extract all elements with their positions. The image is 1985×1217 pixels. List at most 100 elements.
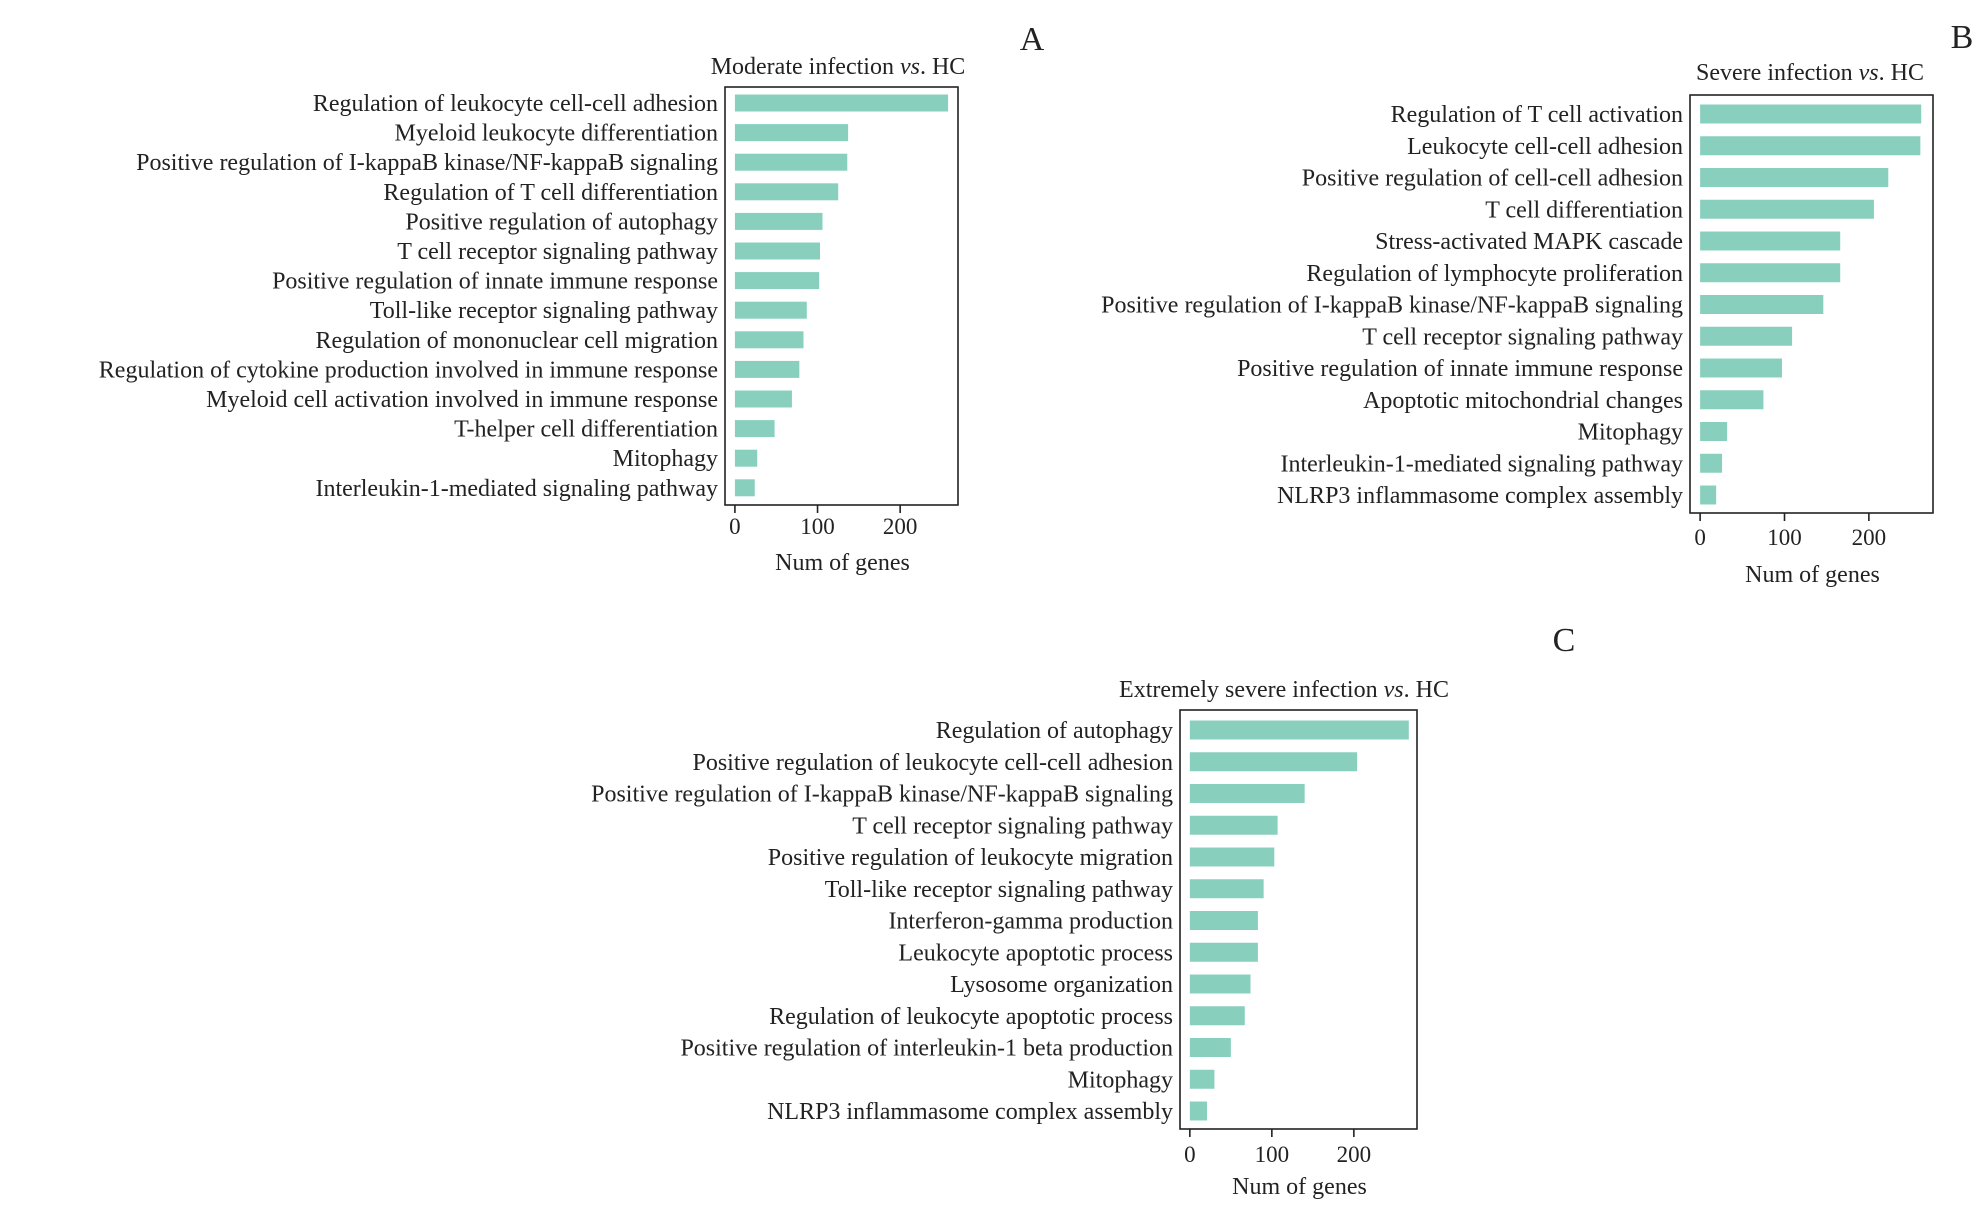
category-label-c-9: Lysosome organization bbox=[950, 972, 1173, 998]
bar-a-13 bbox=[734, 449, 758, 467]
bar-b-3 bbox=[1700, 168, 1889, 187]
bar-b-9 bbox=[1700, 358, 1782, 378]
category-label-c-3: Positive regulation of I-kappaB kinase/N… bbox=[591, 782, 1173, 808]
category-label-a-10: Regulation of cytokine production involv… bbox=[99, 357, 718, 383]
category-label-c-8: Leukocyte apoptotic process bbox=[898, 940, 1173, 966]
bar-a-4 bbox=[734, 183, 839, 201]
bar-b-7 bbox=[1700, 295, 1824, 314]
bar-c-2 bbox=[1189, 752, 1358, 772]
bar-c-6 bbox=[1189, 879, 1264, 899]
plot-frame-b bbox=[1689, 94, 1934, 514]
panel-letter-c: C bbox=[1553, 622, 1576, 659]
category-label-b-13: NLRP3 inflammasome complex assembly bbox=[1277, 483, 1683, 509]
x-tick-label-c-1: 0 bbox=[1184, 1142, 1196, 1167]
category-label-a-5: Positive regulation of autophagy bbox=[405, 209, 718, 235]
category-label-b-1: Regulation of T cell activation bbox=[1391, 102, 1683, 128]
bar-c-13 bbox=[1189, 1101, 1208, 1121]
category-label-c-12: Mitophagy bbox=[1068, 1067, 1173, 1093]
category-label-a-3: Positive regulation of I-kappaB kinase/N… bbox=[136, 150, 718, 176]
x-tick-label-b-2: 100 bbox=[1767, 525, 1802, 550]
category-label-a-4: Regulation of T cell differentiation bbox=[383, 180, 718, 206]
x-tick-label-a-1: 0 bbox=[729, 514, 741, 539]
panel-letter-a: A bbox=[1020, 21, 1045, 58]
category-label-b-7: Positive regulation of I-kappaB kinase/N… bbox=[1101, 293, 1683, 319]
category-label-a-11: Myeloid cell activation involved in immu… bbox=[206, 387, 718, 413]
bar-b-12 bbox=[1700, 453, 1723, 473]
bar-b-5 bbox=[1700, 231, 1841, 251]
category-label-a-12: T-helper cell differentiation bbox=[454, 417, 718, 443]
bar-a-6 bbox=[734, 242, 821, 260]
chart-title-a: Moderate infection vs. HC bbox=[711, 54, 966, 80]
category-label-a-13: Mitophagy bbox=[613, 446, 718, 472]
category-label-b-5: Stress-activated MAPK cascade bbox=[1375, 229, 1683, 255]
category-label-c-2: Positive regulation of leukocyte cell-ce… bbox=[692, 750, 1173, 776]
x-tick-label-a-2: 100 bbox=[800, 514, 835, 539]
panel-c: C Extremely severe infection vs. HC Regula… bbox=[591, 622, 1575, 1200]
bar-c-1 bbox=[1189, 720, 1409, 740]
category-label-a-1: Regulation of leukocyte cell-cell adhesi… bbox=[313, 91, 718, 117]
bar-c-11 bbox=[1189, 1038, 1231, 1057]
x-tick-label-c-3: 200 bbox=[1337, 1142, 1372, 1167]
panel-b: B Severe infection vs. HC Regulation of T … bbox=[1101, 19, 1973, 588]
bar-a-2 bbox=[734, 124, 849, 142]
bar-b-11 bbox=[1700, 422, 1728, 441]
bar-c-12 bbox=[1189, 1069, 1215, 1089]
category-label-b-2: Leukocyte cell-cell adhesion bbox=[1407, 134, 1683, 160]
category-label-b-8: T cell receptor signaling pathway bbox=[1362, 324, 1683, 350]
category-label-b-3: Positive regulation of cell-cell adhesio… bbox=[1302, 166, 1683, 192]
bar-b-8 bbox=[1700, 326, 1793, 346]
bar-a-10 bbox=[734, 360, 800, 378]
category-label-c-4: T cell receptor signaling pathway bbox=[852, 813, 1173, 839]
x-tick-label-a-3: 200 bbox=[883, 514, 918, 539]
category-label-a-8: Toll-like receptor signaling pathway bbox=[370, 298, 718, 324]
bar-c-4 bbox=[1189, 815, 1278, 835]
bar-b-10 bbox=[1700, 390, 1764, 410]
bar-b-2 bbox=[1700, 136, 1921, 156]
panel-a: A Moderate infection vs. HC Regulation of … bbox=[99, 21, 1045, 576]
bar-b-4 bbox=[1700, 199, 1874, 219]
category-label-c-5: Positive regulation of leukocyte migrati… bbox=[768, 845, 1173, 871]
category-label-c-13: NLRP3 inflammasome complex assembly bbox=[767, 1099, 1173, 1125]
bar-b-13 bbox=[1700, 485, 1717, 505]
category-label-b-11: Mitophagy bbox=[1578, 420, 1683, 446]
bar-a-5 bbox=[734, 212, 823, 230]
category-label-a-9: Regulation of mononuclear cell migration bbox=[315, 328, 718, 354]
category-label-c-10: Regulation of leukocyte apoptotic proces… bbox=[769, 1004, 1173, 1030]
bar-a-14 bbox=[734, 479, 755, 497]
bar-b-6 bbox=[1700, 263, 1841, 283]
category-label-c-11: Positive regulation of interleukin-1 bet… bbox=[680, 1036, 1173, 1062]
category-label-b-10: Apoptotic mitochondrial changes bbox=[1363, 388, 1683, 414]
x-axis-label-a: Num of genes bbox=[775, 550, 910, 576]
category-label-a-6: T cell receptor signaling pathway bbox=[397, 239, 718, 265]
x-axis-label-c: Num of genes bbox=[1232, 1174, 1367, 1200]
bar-c-7 bbox=[1189, 911, 1258, 930]
category-label-a-7: Positive regulation of innate immune res… bbox=[272, 269, 718, 295]
bar-c-9 bbox=[1189, 974, 1251, 994]
category-label-c-7: Interferon-gamma production bbox=[888, 909, 1173, 935]
bar-a-12 bbox=[734, 420, 775, 438]
bar-a-7 bbox=[734, 272, 820, 290]
bar-a-3 bbox=[734, 153, 848, 171]
bar-c-10 bbox=[1189, 1006, 1245, 1026]
category-label-a-2: Myeloid leukocyte differentiation bbox=[395, 121, 718, 147]
bar-c-3 bbox=[1189, 784, 1305, 803]
bar-a-1 bbox=[734, 94, 949, 112]
plot-frame-a bbox=[724, 86, 959, 506]
category-label-b-4: T cell differentiation bbox=[1485, 197, 1683, 223]
bar-a-8 bbox=[734, 301, 807, 319]
category-label-a-14: Interleukin-1-mediated signaling pathway bbox=[315, 476, 718, 502]
plot-frame-c bbox=[1179, 709, 1418, 1130]
x-tick-label-b-3: 200 bbox=[1852, 525, 1887, 550]
category-label-c-6: Toll-like receptor signaling pathway bbox=[825, 877, 1173, 903]
panel-letter-b: B bbox=[1951, 19, 1974, 56]
chart-title-c: Extremely severe infection vs. HC bbox=[1119, 677, 1449, 703]
category-label-b-12: Interleukin-1-mediated signaling pathway bbox=[1280, 451, 1683, 477]
bar-c-8 bbox=[1189, 942, 1258, 962]
x-tick-label-b-1: 0 bbox=[1694, 525, 1706, 550]
bar-a-9 bbox=[734, 331, 804, 349]
bar-a-11 bbox=[734, 390, 792, 408]
category-label-c-1: Regulation of autophagy bbox=[936, 718, 1173, 744]
bar-c-5 bbox=[1189, 847, 1275, 867]
x-tick-label-c-2: 100 bbox=[1255, 1142, 1290, 1167]
